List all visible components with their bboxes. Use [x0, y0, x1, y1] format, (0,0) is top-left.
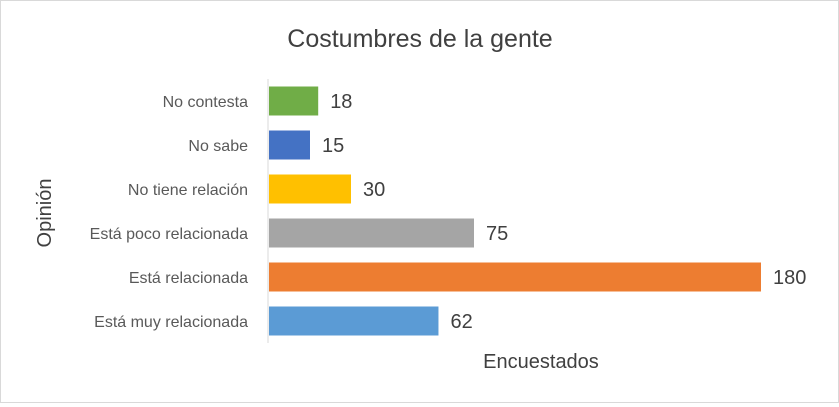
bar: [269, 262, 761, 292]
bar: [269, 130, 310, 160]
category-label: Está poco relacionada: [90, 226, 248, 243]
bar: [269, 306, 439, 336]
bars-group: No contesta 18 No sabe 15 No tiene relación 3…: [90, 86, 806, 336]
data-label: 180: [773, 267, 806, 289]
chart-title: Costumbres de la gente: [287, 25, 552, 53]
data-label: 75: [486, 223, 508, 245]
x-axis-label: Encuestados: [483, 351, 599, 373]
data-label: 62: [450, 311, 472, 333]
category-label: Está muy relacionada: [94, 314, 248, 331]
category-label: No tiene relación: [128, 182, 248, 199]
data-label: 15: [322, 135, 344, 157]
y-axis-label: Opinión: [34, 179, 56, 248]
bar: [269, 218, 474, 248]
data-label: 30: [363, 179, 385, 201]
bar: [269, 86, 319, 116]
bar: [269, 174, 351, 204]
category-label: No contesta: [163, 94, 248, 111]
category-label: No sabe: [188, 138, 248, 155]
category-label: Está relacionada: [129, 270, 248, 287]
data-label: 18: [330, 91, 352, 113]
